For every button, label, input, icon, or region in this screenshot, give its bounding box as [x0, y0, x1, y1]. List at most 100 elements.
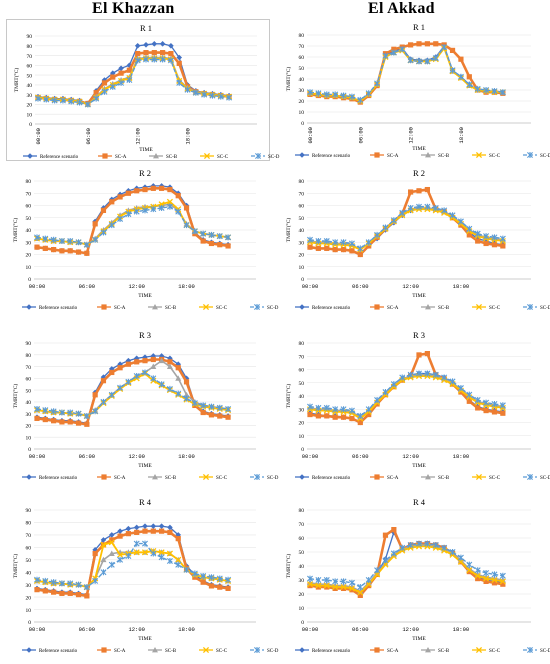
data-point — [307, 403, 313, 410]
y-tick-label: 70 — [26, 533, 32, 539]
data-point — [307, 411, 313, 418]
data-point — [34, 587, 40, 593]
y-tick-label: 50 — [299, 550, 305, 556]
data-point — [150, 356, 156, 363]
data-point — [142, 540, 148, 547]
data-point — [175, 375, 182, 381]
data-point — [348, 93, 355, 100]
legend-marker — [475, 473, 483, 481]
data-point — [151, 50, 157, 56]
data-point — [307, 236, 313, 243]
data-point — [168, 42, 174, 49]
data-point — [133, 355, 140, 362]
data-point — [175, 208, 182, 215]
data-point — [491, 234, 498, 241]
legend-marker — [101, 304, 107, 310]
data-point — [408, 189, 414, 195]
data-point — [315, 413, 321, 419]
data-point — [176, 79, 183, 86]
data-point — [391, 46, 397, 52]
data-point — [323, 582, 330, 589]
data-point — [432, 542, 439, 548]
data-point — [483, 578, 489, 584]
data-point — [340, 239, 347, 246]
legend-label: SC-B — [166, 155, 178, 160]
legend-label: SC-B — [165, 649, 177, 654]
legend-label: SC-A — [387, 476, 399, 481]
data-point — [424, 540, 431, 547]
data-point — [168, 51, 174, 57]
data-point — [348, 579, 355, 586]
data-point — [75, 239, 82, 246]
y-tick-label: 60 — [299, 55, 305, 61]
data-point — [449, 549, 456, 555]
data-point — [150, 528, 156, 534]
data-point — [58, 238, 65, 245]
y-tick-label: 20 — [26, 595, 32, 601]
x-tick-label: 18:00 — [453, 626, 470, 633]
data-point — [483, 570, 490, 576]
series-line — [36, 185, 229, 255]
data-point — [133, 208, 140, 215]
y-tick-label: 50 — [299, 381, 305, 387]
legend-marker — [425, 304, 431, 310]
series-line — [36, 186, 229, 255]
data-point — [374, 396, 381, 403]
y-tick-label: 80 — [299, 508, 305, 514]
y-tick-label: 0 — [28, 447, 31, 453]
data-point — [151, 56, 158, 63]
data-point — [92, 550, 98, 557]
data-point — [84, 593, 90, 599]
data-point — [67, 409, 74, 416]
chart-title: R 1 — [413, 22, 425, 32]
data-point — [150, 375, 157, 382]
chart-panel-khazzan-r2: R 2 0 10 20 30 40 50 60 70 80 TMRT(°C) 00:00 06:00 12… — [6, 165, 279, 317]
legend-marker — [202, 473, 210, 481]
legend-label: SC-B — [438, 154, 450, 159]
data-point — [424, 41, 430, 47]
data-point — [390, 550, 397, 557]
data-point — [59, 97, 66, 104]
data-point — [424, 186, 430, 193]
data-point — [474, 567, 481, 574]
x-tick-label: 12:00 — [128, 283, 145, 290]
data-point — [192, 89, 199, 96]
y-tick-label: 70 — [299, 354, 305, 360]
data-point — [399, 46, 406, 53]
data-point — [176, 54, 183, 61]
legend-label: SC-D — [267, 476, 279, 481]
data-point — [76, 99, 83, 106]
data-point — [407, 57, 414, 64]
y-tick-label: 80 — [26, 353, 32, 359]
data-point — [92, 577, 99, 584]
data-point — [357, 592, 363, 598]
data-point — [332, 583, 339, 591]
data-point — [340, 247, 347, 253]
data-point — [142, 528, 148, 534]
data-point — [59, 419, 65, 425]
y-tick-label: 70 — [27, 54, 33, 60]
x-tick-label: 18:00 — [453, 283, 470, 290]
data-point — [349, 587, 355, 593]
y-tick-label: 60 — [299, 204, 305, 210]
x-tick-label: 06:00 — [352, 283, 369, 290]
data-point — [200, 409, 206, 416]
x-tick-label: 06:00 — [79, 626, 96, 633]
y-tick-label: 30 — [27, 93, 33, 99]
legend-marker — [527, 474, 533, 480]
data-point — [216, 575, 223, 582]
data-point — [441, 374, 448, 381]
data-point — [159, 41, 166, 47]
data-point — [67, 590, 73, 596]
x-tick-label: 00:00 — [29, 453, 46, 460]
legend-label: SC-C — [489, 154, 501, 159]
data-point — [315, 577, 322, 583]
data-point — [217, 93, 224, 100]
y-tick-label: 80 — [299, 179, 305, 185]
data-point — [357, 584, 364, 590]
data-point — [390, 49, 397, 56]
data-point — [167, 529, 173, 535]
data-point — [441, 544, 448, 551]
series-line — [309, 46, 503, 103]
x-tick-label: 12:00 — [402, 283, 419, 290]
